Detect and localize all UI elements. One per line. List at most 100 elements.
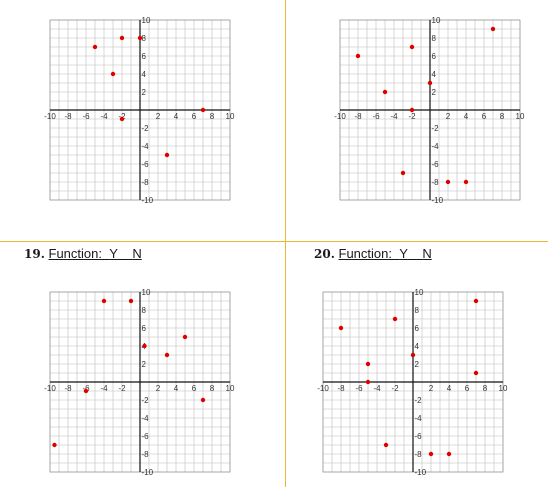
data-point — [355, 53, 361, 59]
x-tick-label: 2 — [446, 112, 451, 121]
y-tick-label: -2 — [415, 396, 423, 405]
y-tick-label: -6 — [415, 432, 423, 441]
x-tick-label: 4 — [447, 384, 452, 393]
y-tick-label: 2 — [432, 88, 437, 97]
x-tick-label: -4 — [100, 112, 108, 121]
y-tick-label: -10 — [142, 196, 154, 205]
data-point — [83, 388, 89, 394]
data-point — [110, 71, 116, 77]
data-point — [410, 352, 416, 358]
x-tick-label: 2 — [156, 384, 161, 393]
x-tick-label: 6 — [465, 384, 470, 393]
data-point — [128, 298, 134, 304]
data-point — [409, 107, 415, 113]
question-20-yes[interactable]: Y — [399, 246, 408, 261]
y-tick-label: 4 — [142, 70, 147, 79]
x-tick-label: -8 — [354, 112, 362, 121]
y-tick-label: 2 — [142, 88, 147, 97]
x-tick-label: -4 — [100, 384, 108, 393]
y-tick-label: -10 — [432, 196, 444, 205]
y-tick-label: 10 — [142, 16, 151, 25]
x-tick-label: -6 — [82, 112, 90, 121]
question-19-number: 19. — [24, 247, 45, 261]
y-tick-label: -4 — [142, 414, 150, 423]
data-point — [101, 298, 107, 304]
x-tick-label: -2 — [118, 112, 126, 121]
x-tick-label: 10 — [499, 384, 508, 393]
x-tick-label: -2 — [408, 112, 416, 121]
y-tick-label: -6 — [142, 160, 150, 169]
y-tick-label: 8 — [415, 306, 420, 315]
x-tick-label: 10 — [226, 384, 235, 393]
data-point — [137, 35, 143, 41]
data-point — [473, 298, 479, 304]
x-tick-label: -6 — [82, 384, 90, 393]
y-tick-label: -4 — [415, 414, 423, 423]
y-tick-label: -8 — [415, 450, 423, 459]
x-tick-label: 8 — [483, 384, 488, 393]
y-tick-label: -6 — [142, 432, 150, 441]
y-tick-label: 10 — [415, 288, 424, 297]
y-tick-label: 6 — [142, 52, 147, 61]
y-tick-label: 6 — [432, 52, 437, 61]
y-tick-label: -10 — [415, 468, 427, 477]
coordinate-grid-4: -10 -8 -6 -4 -2 2 4 6 8 10 10 8 6 4 2 -2 -4 -6 -8 -10 — [317, 288, 508, 477]
y-tick-label: -8 — [142, 450, 150, 459]
x-tick-label: -10 — [334, 112, 346, 121]
data-point — [400, 170, 406, 176]
data-point — [427, 80, 433, 86]
y-tick-label: 4 — [415, 342, 420, 351]
y-tick-label: 2 — [142, 360, 147, 369]
x-tick-label: -4 — [373, 384, 381, 393]
data-point — [428, 451, 434, 457]
question-19-yes[interactable]: Y — [109, 246, 118, 261]
y-tick-label: -2 — [142, 124, 150, 133]
x-tick-label: 6 — [482, 112, 487, 121]
data-point — [182, 334, 188, 340]
question-20-number: 20. — [314, 247, 335, 261]
data-point — [119, 35, 125, 41]
x-tick-label: 4 — [464, 112, 469, 121]
data-point — [365, 361, 371, 367]
coordinate-grid-1: -10 -8 -6 -4 -2 2 4 6 8 10 10 8 6 4 2 -2 -4 -6 -8 -10 — [44, 16, 235, 205]
data-point — [338, 325, 344, 331]
x-tick-label: -8 — [64, 112, 72, 121]
x-tick-label: 4 — [174, 384, 179, 393]
question-20-label: 20. Function: Y N — [314, 246, 432, 261]
data-point — [382, 89, 388, 95]
y-tick-label: 6 — [415, 324, 420, 333]
x-tick-label: 10 — [226, 112, 235, 121]
y-tick-label: -6 — [432, 160, 440, 169]
data-point — [409, 44, 415, 50]
x-tick-label: -2 — [391, 384, 399, 393]
x-tick-label: -10 — [44, 384, 56, 393]
y-tick-label: 10 — [432, 16, 441, 25]
question-19-no[interactable]: N — [132, 246, 142, 261]
x-tick-label: 2 — [429, 384, 434, 393]
y-tick-label: -10 — [142, 468, 154, 477]
y-tick-label: 8 — [432, 34, 437, 43]
x-tick-label: 8 — [210, 384, 215, 393]
data-point — [365, 379, 371, 385]
y-tick-label: 2 — [415, 360, 420, 369]
question-20-no[interactable]: N — [422, 246, 432, 261]
x-tick-label: -6 — [372, 112, 380, 121]
question-19-label: 19. Function: Y N — [24, 246, 142, 261]
data-point — [445, 179, 451, 185]
coordinate-grid-2: -10 -8 -6 -4 -2 2 4 6 8 10 10 8 6 4 2 -2 -4 -6 -8 -10 — [334, 16, 525, 205]
data-point — [490, 26, 496, 32]
y-tick-label: 8 — [142, 306, 147, 315]
data-point — [164, 352, 170, 358]
x-tick-label: -10 — [317, 384, 329, 393]
data-point — [52, 442, 57, 448]
question-19-text: Function: — [48, 246, 102, 261]
x-tick-label: 2 — [156, 112, 161, 121]
x-tick-label: 4 — [174, 112, 179, 121]
data-point — [200, 397, 206, 403]
y-tick-label: 10 — [142, 288, 151, 297]
x-tick-label: -2 — [118, 384, 126, 393]
x-tick-label: -4 — [390, 112, 398, 121]
x-tick-label: 6 — [192, 112, 197, 121]
y-tick-label: -4 — [142, 142, 150, 151]
data-point — [142, 343, 147, 349]
